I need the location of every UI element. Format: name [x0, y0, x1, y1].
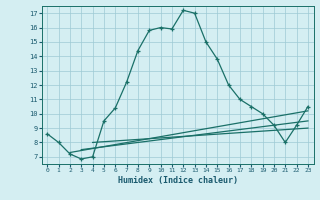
X-axis label: Humidex (Indice chaleur): Humidex (Indice chaleur)	[118, 176, 237, 185]
